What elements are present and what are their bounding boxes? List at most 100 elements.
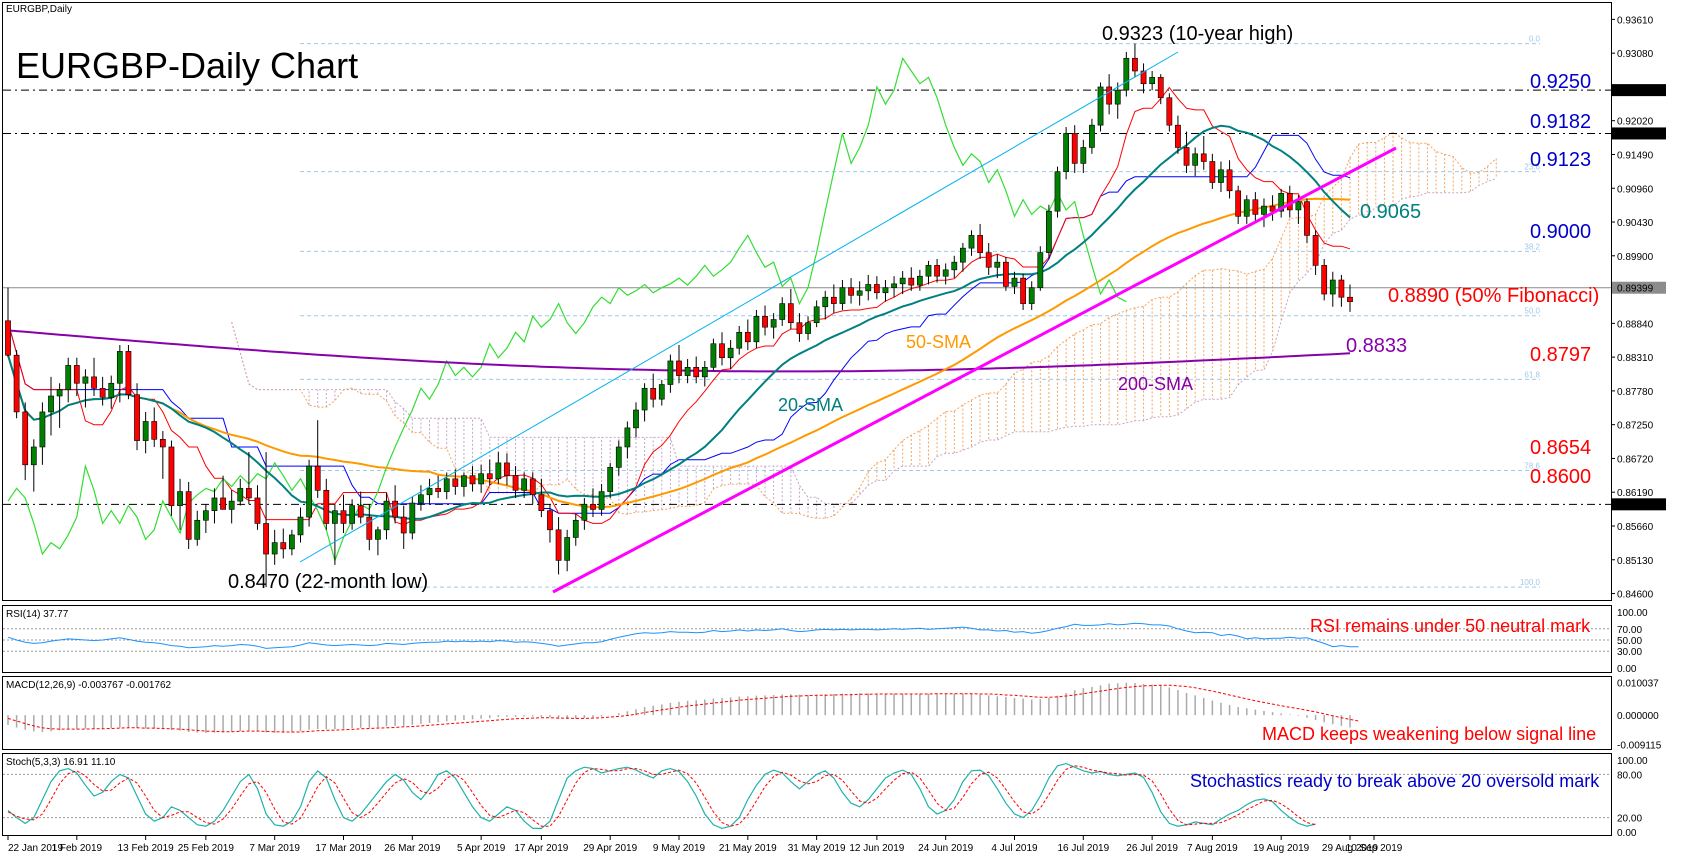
- candle: [332, 504, 338, 565]
- candle: [1347, 284, 1353, 312]
- candle-body: [856, 290, 863, 296]
- time-tick-label: 4 Jul 2019: [991, 843, 1038, 854]
- candle-body: [538, 494, 545, 511]
- candle: [762, 305, 768, 336]
- level-08600: 0.8600: [1530, 466, 1591, 488]
- price-tick-label: 0.89900: [1617, 252, 1654, 263]
- candle-body: [418, 494, 424, 504]
- candle: [220, 475, 226, 510]
- price-tick-label: 0.86720: [1617, 454, 1654, 465]
- candle: [245, 452, 252, 505]
- candle: [1329, 271, 1336, 307]
- candle: [409, 496, 416, 540]
- candle-body: [116, 351, 123, 384]
- candle-body: [271, 542, 278, 555]
- candle-body: [375, 529, 381, 540]
- candle-body: [332, 510, 338, 524]
- candle-body: [977, 235, 983, 253]
- candle: [194, 510, 201, 546]
- fib-level-label: 38.2: [1524, 242, 1540, 251]
- candle: [1321, 258, 1328, 301]
- candle: [693, 356, 700, 384]
- stoch-note: Stochastics ready to break above 20 over…: [1190, 771, 1600, 791]
- symbol-label: EURGBP,Daily: [6, 4, 72, 15]
- candle-body: [478, 473, 485, 485]
- candle: [1243, 195, 1250, 224]
- candle-body: [1218, 169, 1224, 183]
- candle: [418, 485, 424, 511]
- candle-body: [1338, 279, 1345, 298]
- price-tick-label: 0.92500: [1617, 86, 1654, 97]
- rsi-note: RSI remains under 50 neutral mark: [1310, 616, 1591, 636]
- time-tick-label: 12 Jun 2019: [849, 843, 904, 854]
- candle: [856, 281, 863, 306]
- candle-body: [289, 534, 295, 550]
- candle: [529, 472, 536, 505]
- candle-body: [1243, 199, 1250, 217]
- candle-body: [1200, 153, 1207, 162]
- candle: [392, 485, 398, 524]
- time-tick-label: 13 Feb 2019: [118, 843, 175, 854]
- candle-body: [753, 316, 760, 343]
- candle-body: [787, 303, 794, 324]
- candle-body: [1054, 171, 1061, 212]
- time-tick-label: 17 Mar 2019: [315, 843, 372, 854]
- candle: [142, 411, 149, 454]
- time-tick-label: 7 Aug 2019: [1187, 843, 1238, 854]
- moving-averages: [7, 56, 1351, 563]
- candle: [770, 313, 777, 339]
- candle-body: [822, 296, 829, 308]
- candle: [822, 290, 829, 320]
- candle-body: [177, 491, 183, 506]
- candle: [882, 280, 889, 302]
- channel-line: [299, 51, 1179, 563]
- candle-body: [349, 505, 355, 524]
- time-tick-label: 21 May 2019: [719, 843, 777, 854]
- candle: [701, 360, 708, 387]
- candle: [719, 332, 725, 366]
- candle: [796, 313, 803, 342]
- price-tick-label: 0.88310: [1617, 353, 1654, 364]
- price-tag: [1612, 84, 1666, 97]
- fib-level-label: 61.8: [1524, 370, 1540, 379]
- time-tick-label: 25 Feb 2019: [178, 843, 235, 854]
- candle: [1037, 246, 1044, 291]
- macd-panel-frame: [2, 676, 1612, 750]
- candle-body: [1209, 161, 1216, 183]
- candle: [555, 517, 562, 575]
- candle-body: [1312, 235, 1319, 266]
- candle-body: [1132, 57, 1138, 72]
- time-tick-label: 29 Aug 2019: [1322, 843, 1379, 854]
- candle-body: [727, 347, 734, 359]
- sma20-label: 20-SMA: [778, 395, 843, 415]
- candle: [314, 420, 321, 498]
- candle-body: [426, 488, 433, 496]
- candle-body: [512, 475, 519, 491]
- sma200-label: 200-SMA: [1118, 374, 1193, 394]
- candle: [435, 475, 442, 498]
- candle: [151, 407, 158, 447]
- candle-body: [994, 261, 1001, 268]
- candle: [48, 376, 54, 436]
- price-tick-label: 0.93080: [1617, 49, 1654, 60]
- candle: [667, 354, 674, 393]
- candle-body: [1149, 77, 1156, 85]
- candle: [478, 464, 485, 493]
- price-tick-label: 0.89399: [1617, 284, 1654, 295]
- time-tick-label: 5 Apr 2019: [457, 843, 506, 854]
- candle-body: [228, 500, 235, 510]
- candle-body: [813, 306, 820, 324]
- candle-body: [624, 427, 631, 448]
- fib-level-label: 23.6: [1524, 163, 1540, 172]
- candle: [805, 316, 811, 340]
- candle-body: [1175, 124, 1181, 148]
- candle-body: [1080, 147, 1087, 164]
- candle: [271, 529, 278, 565]
- uptrend-line: [552, 146, 1397, 594]
- level-09250: 0.9250: [1530, 71, 1591, 93]
- candle-body: [529, 478, 536, 496]
- level-08890: 0.8890 (50% Fibonacci): [1388, 285, 1599, 307]
- stoch-tick-label: 0.00: [1617, 828, 1637, 839]
- candle: [1226, 160, 1233, 199]
- candle: [82, 369, 89, 408]
